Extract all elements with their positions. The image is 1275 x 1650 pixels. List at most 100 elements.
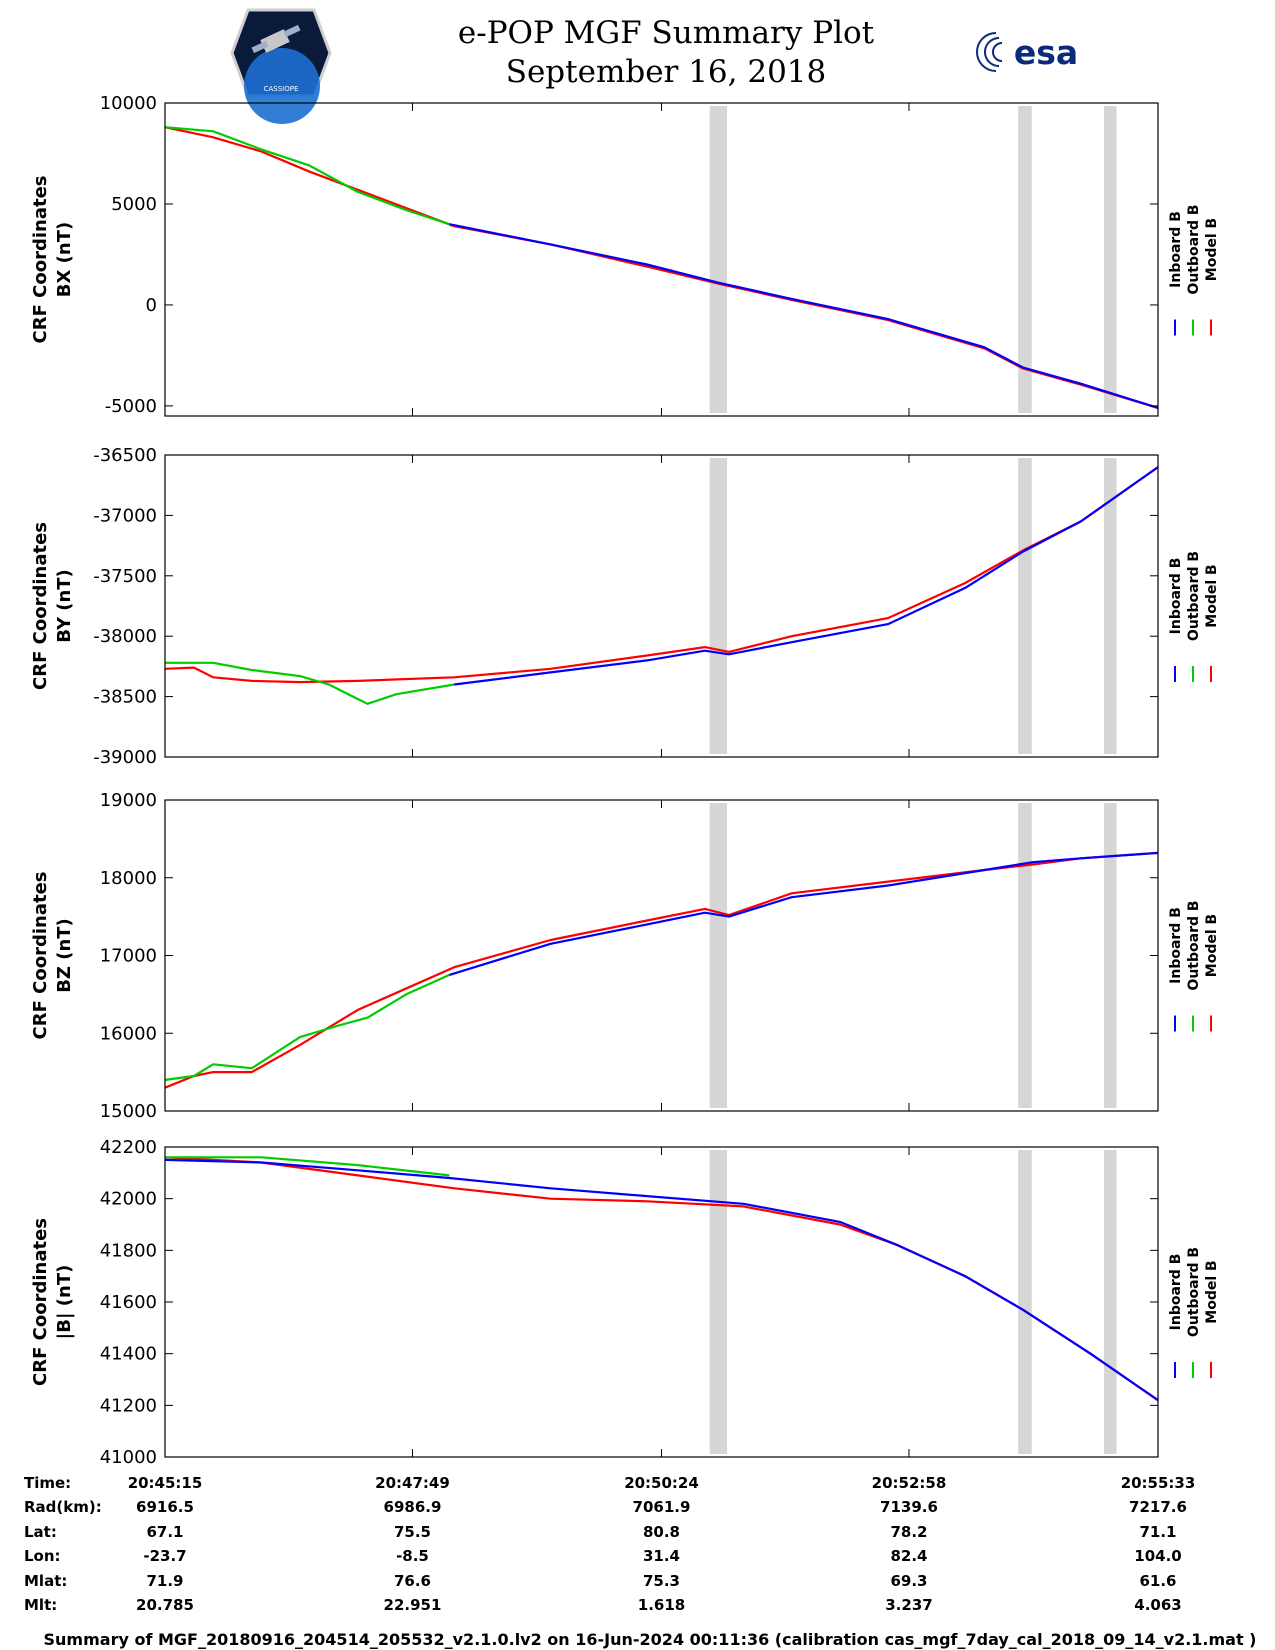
table-cell: 69.3 <box>890 1572 927 1590</box>
table-cell: 3.237 <box>885 1596 932 1614</box>
table-cell: 75.5 <box>394 1523 431 1541</box>
y-tick-label: -39000 <box>93 747 157 768</box>
legend-label: Inboard B <box>1168 558 1184 635</box>
y-tick-label: 17000 <box>100 946 157 967</box>
legend-label: Inboard B <box>1168 907 1184 984</box>
data-gap-bar <box>1018 803 1032 1108</box>
y-axis-label-line: |B| (nT) <box>54 1265 75 1340</box>
cassiope-logo: CASSIOPE <box>230 8 332 124</box>
series-line-outboard-b <box>165 1156 450 1177</box>
legend-label: Model B <box>1204 218 1220 281</box>
y-tick-label: 16000 <box>100 1023 157 1044</box>
table-cell: 7139.6 <box>880 1498 938 1516</box>
series-line-outboard-b <box>164 126 450 226</box>
y-tick-label: 10000 <box>100 93 157 114</box>
series-line-inboard-b <box>449 223 1159 409</box>
y-tick-label: 41200 <box>100 1395 157 1416</box>
data-gap-bar <box>1104 458 1117 754</box>
y-tick-label: 41600 <box>100 1292 157 1313</box>
table-row-label: Time: <box>24 1474 71 1492</box>
y-axis-label-line: CRF Coordinates <box>30 176 51 344</box>
y-tick-label: -38000 <box>93 626 157 647</box>
legend-label: Outboard B <box>1186 551 1202 641</box>
y-tick-label: 41000 <box>100 1447 157 1468</box>
footer-summary: Summary of MGF_20180916_204514_205532_v2… <box>44 1630 1257 1649</box>
data-gap-bar <box>1018 106 1032 413</box>
table-cell: 76.6 <box>394 1572 431 1590</box>
table-cell: 71.1 <box>1139 1523 1176 1541</box>
table-cell: 20:45:15 <box>128 1474 203 1492</box>
y-tick-label: 0 <box>146 295 157 316</box>
legend-label: Model B <box>1204 1260 1220 1323</box>
plot-date: September 16, 2018 <box>506 54 827 90</box>
y-tick-label: -36500 <box>93 445 157 466</box>
y-axis-label-line: CRF Coordinates <box>30 872 51 1040</box>
table-cell: -8.5 <box>396 1547 429 1565</box>
data-gap-bar <box>1104 803 1117 1108</box>
y-axis-label-line: BZ (nT) <box>54 918 75 993</box>
table-cell: 80.8 <box>643 1523 680 1541</box>
data-gap-bar <box>1018 1150 1032 1454</box>
table-row-label: Lat: <box>24 1523 57 1541</box>
y-tick-label: 42200 <box>100 1137 157 1158</box>
y-tick-label: 15000 <box>100 1101 157 1122</box>
y-axis-label: CRF Coordinates BY (nT) <box>30 522 75 690</box>
table-row-label: Mlat: <box>24 1572 67 1590</box>
table-row-label: Rad(km): <box>24 1498 102 1516</box>
legend-label: Model B <box>1204 564 1220 627</box>
series-line-inboard-b <box>164 1158 1159 1402</box>
y-axis-label: CRF Coordinates BZ (nT) <box>30 872 75 1040</box>
table-cell: 22.951 <box>384 1596 442 1614</box>
table-row-label: Lon: <box>24 1547 61 1565</box>
y-tick-label: 41800 <box>100 1240 157 1261</box>
plot-frame <box>164 454 1159 758</box>
y-tick-label: 5000 <box>111 194 157 215</box>
esa-logo-text: esa <box>1014 33 1078 72</box>
cassiope-logo-text: CASSIOPE <box>264 85 299 93</box>
y-tick-label: -5000 <box>105 396 157 417</box>
y-axis-label-line: CRF Coordinates <box>30 522 51 690</box>
table-cell: 20:50:24 <box>624 1474 699 1492</box>
y-axis-label: CRF Coordinates |B| (nT) <box>30 1218 75 1386</box>
table-cell: 78.2 <box>890 1523 927 1541</box>
plot-frame <box>164 799 1159 1112</box>
table-cell: 20:47:49 <box>375 1474 450 1492</box>
y-tick-label: 41400 <box>100 1344 157 1365</box>
table-cell: 7061.9 <box>633 1498 691 1516</box>
table-row-label: Mlt: <box>24 1596 57 1614</box>
legend-label: Model B <box>1204 914 1220 977</box>
series-line-inboard-b <box>454 466 1159 686</box>
table-cell: 61.6 <box>1139 1572 1176 1590</box>
y-tick-label: -37500 <box>93 566 157 587</box>
y-axis-label-line: BX (nT) <box>54 222 75 297</box>
legend-label: Outboard B <box>1186 900 1202 990</box>
y-tick-label: 19000 <box>100 790 157 811</box>
y-axis-label-line: BY (nT) <box>54 569 75 643</box>
data-gap-bar <box>709 106 728 413</box>
ephemeris-table: Time: Rad(km): Lat: Lon: Mlat: Mlt: 20:45:15 69… <box>24 1474 1195 1614</box>
data-gap-bar <box>1018 458 1032 754</box>
data-gap-bar <box>709 803 728 1108</box>
table-cell: 20:55:33 <box>1121 1474 1196 1492</box>
esa-logo: esa <box>976 32 1078 72</box>
table-cell: -23.7 <box>143 1547 186 1565</box>
panel-2: -36500 -37000 -37500 -38000 -38500 -39000 CRF … <box>30 445 1220 768</box>
data-gap-bar <box>709 458 728 754</box>
y-tick-label: 18000 <box>100 868 157 889</box>
plot-title: e-POP MGF Summary Plot <box>458 15 875 51</box>
table-cell: 1.618 <box>638 1596 685 1614</box>
table-cell: 4.063 <box>1134 1596 1181 1614</box>
series-line-model-b <box>164 1156 1159 1402</box>
series-line-inboard-b <box>449 851 1159 976</box>
table-cell: 6986.9 <box>384 1498 442 1516</box>
data-gap-bar <box>1104 1150 1117 1454</box>
y-tick-label: 42000 <box>100 1189 157 1210</box>
table-cell: 7217.6 <box>1129 1498 1187 1516</box>
y-tick-label: -38500 <box>93 687 157 708</box>
table-cell: 20.785 <box>136 1596 194 1614</box>
legend-label: Inboard B <box>1168 211 1184 288</box>
table-cell: 6916.5 <box>136 1498 194 1516</box>
plot-frame <box>164 102 1159 417</box>
